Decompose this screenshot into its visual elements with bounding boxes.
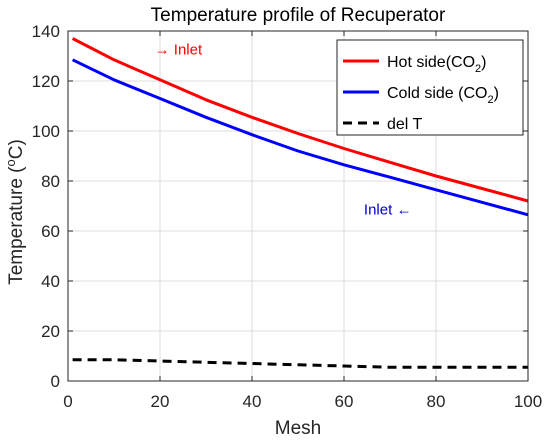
x-tick-label: 80 xyxy=(427,392,446,411)
legend-label-text: Hot side(CO xyxy=(387,54,475,71)
y-tick-label: 60 xyxy=(41,222,60,241)
series-line-2 xyxy=(72,358,528,369)
y-axis-label: Temperature (oC) xyxy=(3,139,27,285)
series-line-1 xyxy=(71,58,529,217)
y-tick-label: 40 xyxy=(41,272,60,291)
y-tick-label: 100 xyxy=(32,122,60,141)
y-tick-label: 20 xyxy=(41,322,60,341)
legend-label-text: del T xyxy=(387,116,423,133)
x-tick-label: 100 xyxy=(514,392,542,411)
legend: Hot side(CO2)Cold side (CO2)del T xyxy=(336,39,524,136)
legend-label-0: Hot side(CO2) xyxy=(387,54,486,75)
y-axis-label-unit: C) xyxy=(6,139,27,159)
annotation-1: Inlet ← xyxy=(364,202,412,219)
x-tick-label: 40 xyxy=(243,392,262,411)
y-axis-ticks: 0 20 40 60 80 100 120 140 xyxy=(32,22,528,391)
annotation-0: → Inlet xyxy=(155,42,203,59)
y-tick-label: 80 xyxy=(41,172,60,191)
plot-frame xyxy=(67,30,529,382)
legend-label-subscript: 2 xyxy=(487,94,493,106)
series-line-0 xyxy=(71,37,529,203)
y-tick-label: 140 xyxy=(32,22,60,41)
legend-label-close: ) xyxy=(481,54,486,71)
x-tick-label: 20 xyxy=(151,392,170,411)
y-tick-label: 120 xyxy=(32,72,60,91)
x-axis-ticks: 0 20 40 60 80 100 xyxy=(63,31,542,411)
chart-title: Temperature profile of Recuperator xyxy=(151,5,446,26)
series-layer xyxy=(71,37,529,369)
y-tick-label: 0 xyxy=(51,372,60,391)
legend-label-1: Cold side (CO2) xyxy=(387,85,499,106)
legend-label-text: Cold side (CO xyxy=(387,85,487,102)
x-tick-label: 60 xyxy=(335,392,354,411)
x-tick-label: 0 xyxy=(63,392,72,411)
y-axis-label-text: Temperature ( xyxy=(6,166,27,285)
legend-box xyxy=(336,39,524,136)
legend-label-close: ) xyxy=(494,85,499,102)
y-axis-label-superscript: o xyxy=(3,159,18,166)
annotations: → Inlet Inlet ← xyxy=(155,42,412,219)
legend-label-2: del T xyxy=(387,116,423,133)
x-axis-label: Mesh xyxy=(275,418,321,439)
legend-label-subscript: 2 xyxy=(475,63,481,75)
